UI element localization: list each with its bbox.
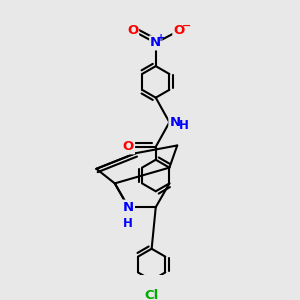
Text: O: O bbox=[173, 24, 184, 37]
Text: −: − bbox=[182, 21, 191, 31]
Text: N: N bbox=[169, 116, 181, 129]
Text: H: H bbox=[123, 217, 133, 230]
Text: O: O bbox=[127, 24, 138, 37]
Text: N: N bbox=[123, 201, 134, 214]
Text: Cl: Cl bbox=[145, 289, 159, 300]
Text: O: O bbox=[123, 140, 134, 153]
Text: N: N bbox=[150, 36, 161, 50]
Text: +: + bbox=[157, 33, 165, 43]
Text: H: H bbox=[179, 119, 189, 132]
